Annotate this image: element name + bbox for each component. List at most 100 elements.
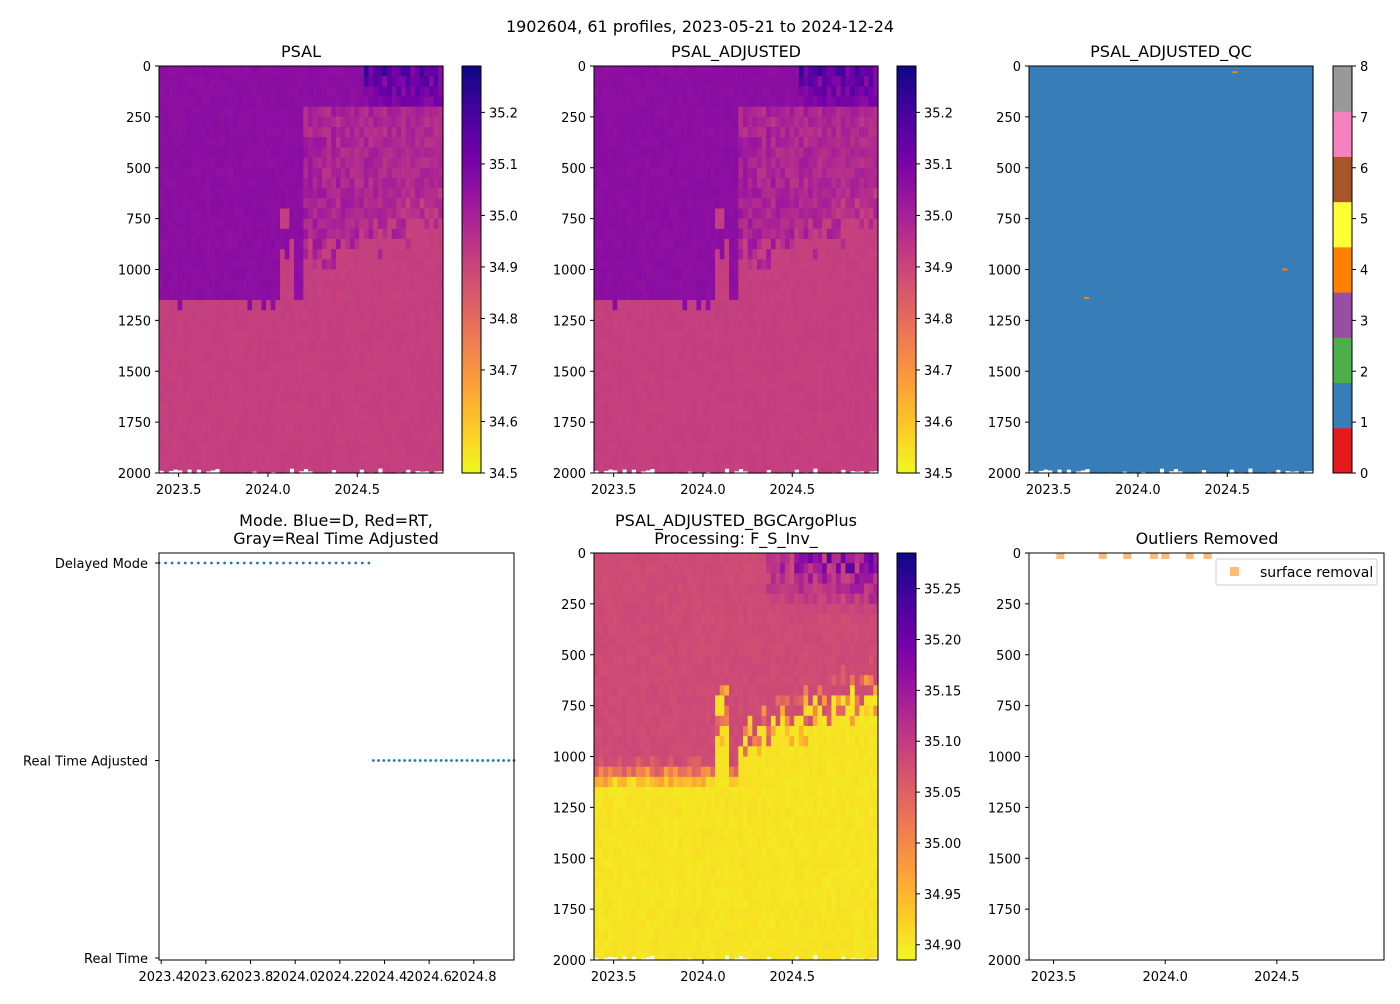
heatmap-cell [392,331,397,342]
heatmap-cell [655,290,660,301]
heatmap-cell [401,219,406,230]
heatmap-cell [406,453,411,464]
heatmap-cell [164,361,169,372]
heatmap-cell [710,117,715,128]
heatmap-cell [266,249,271,260]
heatmap-cell [322,168,327,179]
heatmap-cell [752,453,757,464]
heatmap-cell [827,280,832,291]
heatmap-cell [673,351,678,362]
heatmap-cell [850,147,855,158]
heatmap-cell [410,412,415,423]
heatmap-cell [187,178,192,189]
heatmap-cell [645,280,650,291]
heatmap-cell [650,341,655,352]
heatmap-cell [696,86,701,97]
heatmap-cell [771,280,776,291]
heatmap-cell [780,219,785,230]
heatmap-cell [608,178,613,189]
heatmap-cell [378,402,383,413]
heatmap-cell [173,442,178,453]
heatmap-cell [378,341,383,352]
heatmap-cell [827,259,832,270]
heatmap-cell [869,442,874,453]
colorbar-cell [462,366,481,372]
heatmap-cell [420,208,425,219]
heatmap-cell [159,412,164,423]
heatmap-cell [201,463,206,474]
heatmap-cell [659,351,664,362]
heatmap-cell [594,188,599,199]
heatmap-cell [178,259,183,270]
heatmap-cell [682,249,687,260]
heatmap-cell [168,66,173,77]
heatmap-cell [261,371,266,382]
heatmap-cell [168,86,173,97]
heatmap-cell [641,117,646,128]
heatmap-cell [299,76,304,87]
heatmap-cell [159,66,164,77]
heatmap-cell [196,351,201,362]
heatmap-cell [622,229,627,240]
heatmap-cell [859,320,864,331]
heatmap-cell [687,392,692,403]
heatmap-cell [173,208,178,219]
heatmap-cell [729,331,734,342]
heatmap-cell [636,117,641,128]
heatmap-cell [850,97,855,108]
heatmap-cell [817,381,822,392]
heatmap-cell [345,270,350,281]
heatmap-cell [220,320,225,331]
heatmap-cell [196,392,201,403]
heatmap-cell [687,259,692,270]
heatmap-cell [415,331,420,342]
heatmap-cell [673,107,678,118]
heatmap-cell [159,259,164,270]
heatmap-cell [678,229,683,240]
heatmap-cell [196,270,201,281]
heatmap-cell [289,188,294,199]
heatmap-cell [420,402,425,413]
heatmap-cell [827,147,832,158]
heatmap-cell [159,371,164,382]
heatmap-cell [766,188,771,199]
heatmap-cell [271,178,276,189]
heatmap-cell [345,361,350,372]
heatmap-cell [271,158,276,169]
heatmap-cell [724,442,729,453]
heatmap-cell [271,361,276,372]
heatmap-cell [785,66,790,77]
heatmap-cell [780,249,785,260]
heatmap-cell [313,168,318,179]
heatmap-cell [247,331,252,342]
heatmap-cell [729,392,734,403]
heatmap-cell [808,178,813,189]
heatmap-cell [645,117,650,128]
heatmap-cell [668,86,673,97]
heatmap-cell [617,158,622,169]
heatmap-cell [655,320,660,331]
heatmap-cell [280,239,285,250]
colorbar-cell [462,371,481,377]
colorbar-cell [462,422,481,428]
heatmap-cell [294,137,299,148]
heatmap-cell [299,392,304,403]
heatmap-cell [724,168,729,179]
heatmap-cell [720,107,725,118]
heatmap-cell [206,371,211,382]
heatmap-cell [869,107,874,118]
heatmap-cell [715,66,720,77]
heatmap-cell [738,147,743,158]
heatmap-cell [308,127,313,138]
heatmap-cell [187,422,192,433]
heatmap-cell [603,188,608,199]
heatmap-cell [668,249,673,260]
heatmap-cell [734,107,739,118]
heatmap-cell [275,341,280,352]
heatmap-cell [813,178,818,189]
heatmap-cell [608,422,613,433]
heatmap-cell [845,412,850,423]
heatmap-cell [855,229,860,240]
heatmap-cell [790,198,795,209]
heatmap-cell [341,361,346,372]
